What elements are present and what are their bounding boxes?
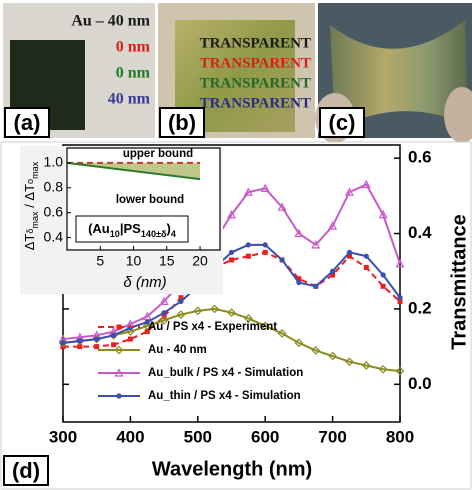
data-marker: [246, 254, 251, 259]
legend-marker: [117, 325, 122, 330]
data-marker: [229, 257, 234, 262]
data-marker: [330, 269, 335, 274]
line-label: upper bound: [123, 148, 193, 160]
legend-label: Au - 40 nm: [148, 344, 207, 356]
legend-label: Au_thin / PS x4 - Simulation: [148, 390, 301, 402]
y-tick-label: 0.0: [408, 374, 432, 393]
data-marker: [381, 272, 386, 277]
data-marker: [313, 284, 318, 289]
inset-x-label: δ (nm): [123, 274, 166, 291]
panel-label: (a): [14, 110, 41, 135]
photo-text: Au – 40 nm: [71, 13, 150, 30]
photo-text: 0 nm: [116, 65, 151, 82]
x-tick-label: 300: [49, 427, 77, 446]
data-marker: [381, 284, 386, 289]
y-tick-label: 0.8: [44, 179, 64, 195]
x-tick-label: 5: [96, 253, 104, 269]
y-axis-label: Transmittance: [448, 214, 470, 350]
data-marker: [279, 257, 284, 262]
data-marker: [178, 299, 183, 304]
legend-marker: [116, 393, 121, 398]
photo-text: 0 nm: [116, 39, 151, 56]
x-tick-label: 600: [251, 427, 279, 446]
data-marker: [364, 254, 369, 259]
data-marker: [111, 342, 116, 347]
photo-text: 40 nm: [108, 91, 151, 108]
x-tick-label: 400: [116, 427, 144, 446]
data-marker: [162, 310, 167, 315]
line-label: lower bound: [116, 194, 184, 206]
data-marker: [128, 337, 133, 342]
data-marker: [94, 344, 99, 349]
data-marker: [263, 250, 268, 255]
x-tick-label: 700: [318, 427, 346, 446]
y-tick-label: 1.0: [44, 154, 64, 170]
legend-label: Au_bulk / PS x4 - Simulation: [148, 367, 303, 379]
inset-formula-part: 140±δ: [141, 229, 167, 239]
panel-label: (c): [329, 110, 356, 135]
data-marker: [296, 280, 301, 285]
y-tick-label: 0.4: [44, 228, 64, 244]
inset-formula-part: (Au: [88, 221, 110, 236]
data-marker: [229, 250, 234, 255]
inset-y-label-part: max: [30, 161, 40, 179]
photo-text: TRANSPARENT: [200, 95, 311, 111]
photo-text: TRANSPARENT: [200, 75, 311, 91]
data-marker: [364, 265, 369, 270]
data-marker: [347, 250, 352, 255]
inset-formula-part: 10: [110, 229, 120, 239]
x-tick-label: 20: [192, 253, 208, 269]
y-tick-label: 0.4: [408, 223, 432, 242]
inset-formula-part: |PS: [120, 221, 141, 236]
figure: Au – 40 nm 0 nm 0 nm 40 nm TRANSPARENT TRANSP…: [0, 0, 472, 490]
y-tick-label: 0.6: [44, 203, 64, 219]
data-marker: [246, 242, 251, 247]
panel-label: (b): [168, 110, 196, 135]
photo-text: TRANSPARENT: [200, 55, 311, 71]
data-marker: [60, 340, 65, 345]
data-marker: [94, 336, 99, 341]
photo-text: TRANSPARENT: [200, 35, 311, 51]
x-tick-label: 500: [184, 427, 212, 446]
x-axis-label: Wavelength (nm): [152, 458, 312, 480]
inset-y-label-part: ΔT: [22, 234, 37, 251]
data-marker: [111, 333, 116, 338]
x-tick-label: 800: [386, 427, 414, 446]
inset-y-label-part: max: [30, 211, 40, 229]
legend-label: Au / PS x4 - Experiment: [148, 321, 277, 333]
y-tick-label: 0.2: [408, 298, 432, 317]
data-marker: [77, 338, 82, 343]
data-marker: [397, 295, 402, 300]
y-tick-label: 0.6: [408, 148, 432, 167]
data-marker: [263, 242, 268, 247]
inset-y-label-part: / ΔT: [22, 184, 37, 212]
panel-label: (d): [12, 458, 40, 483]
x-tick-label: 10: [126, 253, 142, 269]
x-tick-label: 15: [159, 253, 175, 269]
